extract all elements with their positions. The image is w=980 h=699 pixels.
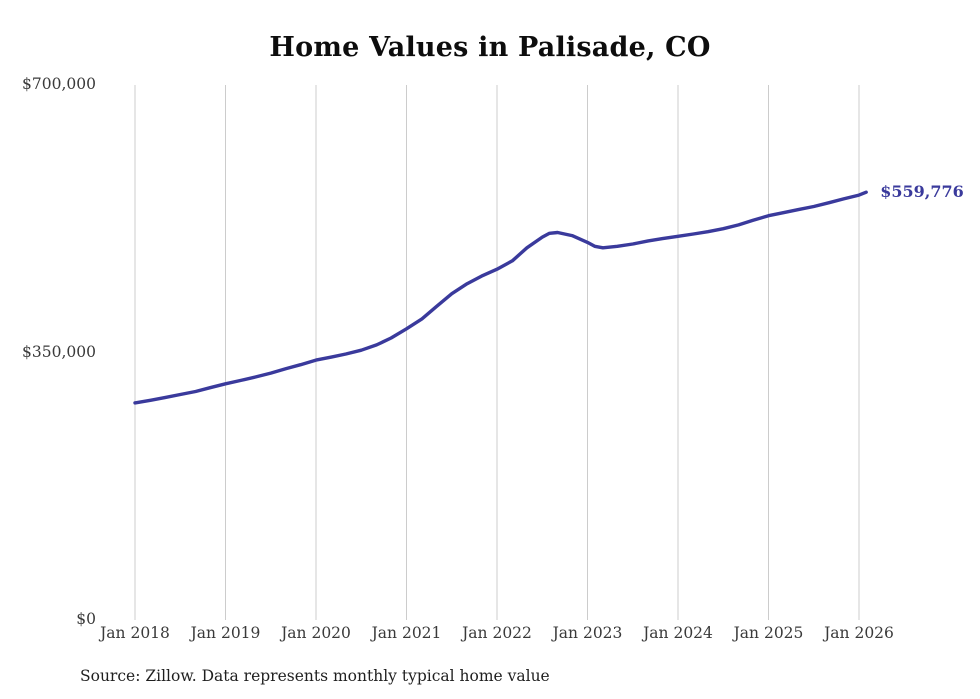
chart-title: Home Values in Palisade, CO	[269, 32, 711, 63]
x-axis-tick-jan-2025: Jan 2025	[733, 624, 804, 642]
y-axis-tick-350000: $350,000	[22, 342, 96, 361]
x-axis-tick-jan-2022: Jan 2022	[462, 624, 532, 642]
y-axis-tick-0: $0	[76, 610, 96, 628]
x-axis-tick-jan-2018: Jan 2018	[100, 624, 170, 642]
x-axis-tick-jan-2020: Jan 2020	[281, 624, 351, 642]
source-note: Source: Zillow. Data represents monthly …	[80, 667, 550, 685]
x-axis-tick-jan-2021: Jan 2021	[371, 624, 442, 642]
x-axis-tick-jan-2024: Jan 2024	[643, 624, 713, 642]
x-axis-tick-jan-2019: Jan 2019	[190, 624, 261, 642]
x-axis-tick-jan-2026: Jan 2026	[824, 624, 894, 642]
x-axis-tick-jan-2023: Jan 2023	[552, 624, 623, 642]
latest-value-label: $559,776	[880, 182, 964, 202]
y-axis-tick-700000: $700,000	[22, 75, 96, 93]
